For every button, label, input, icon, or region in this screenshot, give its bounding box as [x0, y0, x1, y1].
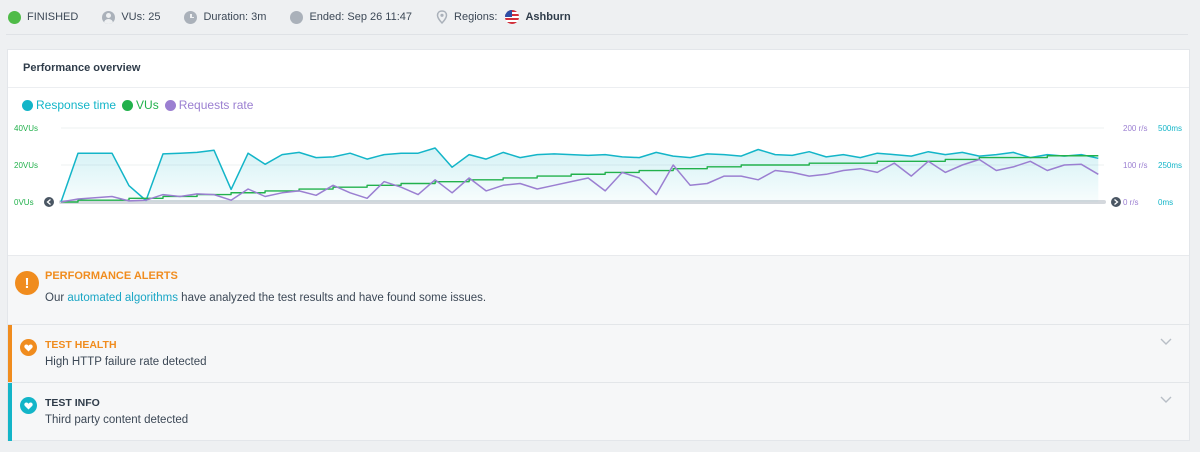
y-right-tick-label: 0ms	[1158, 198, 1173, 207]
legend-label-requests-rate: Requests rate	[178, 98, 254, 112]
alert-test-health[interactable]: TEST HEALTH High HTTP failure rate detec…	[8, 324, 1189, 382]
status-regions: Regions: Ashburn	[436, 10, 571, 24]
y-left-tick-label: 20VUs	[14, 161, 38, 170]
test-info-accent-bar	[8, 383, 12, 441]
finished-status-icon	[8, 10, 21, 24]
clock-icon	[184, 10, 198, 24]
test-health-title: TEST HEALTH	[45, 339, 117, 351]
legend-dot-requests-rate	[164, 99, 176, 111]
status-ended: Ended: Sep 26 11:47	[290, 10, 413, 24]
alerts-summary: ! PERFORMANCE ALERTS Our automated algor…	[8, 256, 1189, 324]
status-label: FINISHED	[27, 11, 79, 23]
status-duration: Duration: 3m	[184, 10, 267, 24]
legend-requests-rate[interactable]: Requests rate	[164, 98, 254, 112]
card-title-divider	[8, 87, 1189, 88]
ended-icon	[290, 10, 304, 24]
y-left-tick-label: 0VUs	[14, 198, 34, 207]
location-pin-icon	[436, 10, 448, 24]
requests-rate-line	[60, 158, 1099, 203]
alert-test-info[interactable]: TEST INFO Third party content detected	[8, 382, 1189, 441]
y-mid-tick-label: 0 r/s	[1123, 198, 1139, 207]
performance-alerts-panel: ! PERFORMANCE ALERTS Our automated algor…	[8, 255, 1189, 441]
y-left-tick-label: 40VUs	[14, 124, 38, 133]
test-health-accent-bar	[8, 325, 12, 382]
alerts-description: Our automated algorithms have analyzed t…	[45, 292, 486, 304]
legend-vus[interactable]: VUs	[122, 98, 159, 112]
automated-algorithms-link[interactable]: automated algorithms	[67, 292, 178, 304]
status-finished: FINISHED	[8, 10, 79, 24]
ended-label: Ended: Sep 26 11:47	[309, 11, 413, 23]
legend-response-time[interactable]: Response time	[22, 98, 116, 112]
response-time-line	[60, 147, 1099, 203]
user-icon	[102, 10, 116, 24]
chevron-down-icon[interactable]	[1160, 338, 1172, 346]
region-name: Ashburn	[525, 11, 571, 23]
scroll-left-icon[interactable]	[44, 197, 54, 207]
heart-icon	[20, 339, 37, 356]
us-flag-icon	[505, 10, 520, 24]
vus-label: VUs: 25	[121, 11, 161, 23]
test-info-title: TEST INFO	[45, 397, 100, 409]
status-divider	[6, 34, 1188, 35]
chevron-down-icon[interactable]	[1160, 396, 1172, 404]
y-right-tick-label: 250ms	[1158, 161, 1182, 170]
y-right-tick-label: 500ms	[1158, 124, 1182, 133]
test-info-text: Third party content detected	[45, 414, 189, 426]
warning-icon: !	[15, 271, 39, 295]
status-vus: VUs: 25	[102, 10, 161, 24]
duration-label: Duration: 3m	[203, 11, 267, 23]
alerts-text-prefix: Our	[45, 292, 65, 304]
scroll-right-icon[interactable]	[1111, 197, 1121, 207]
alerts-title: PERFORMANCE ALERTS	[45, 270, 178, 282]
performance-chart: 40VUs 20VUs 0VUs 200 r/s 100 r/s 0 r/s 500ms 25…	[14, 124, 1182, 207]
card-title: Performance overview	[23, 62, 141, 74]
y-mid-tick-label: 100 r/s	[1123, 161, 1147, 170]
performance-overview-card: Performance overview Response time VUs R…	[7, 49, 1190, 441]
legend-label-response-time: Response time	[36, 98, 117, 112]
legend-label-vus: VUs	[136, 98, 159, 112]
chart-legend: Response time VUs Requests rate	[22, 98, 259, 112]
test-health-text: High HTTP failure rate detected	[45, 356, 207, 368]
test-status-bar: FINISHED VUs: 25 Duration: 3m Ended: Sep…	[0, 0, 1200, 34]
legend-dot-response-time	[22, 99, 33, 111]
alerts-text-suffix: have analyzed the test results and have …	[181, 292, 487, 304]
regions-label: Regions:	[454, 11, 498, 23]
y-mid-tick-label: 200 r/s	[1123, 124, 1147, 133]
heart-icon	[20, 397, 37, 414]
legend-dot-vus	[122, 99, 134, 111]
